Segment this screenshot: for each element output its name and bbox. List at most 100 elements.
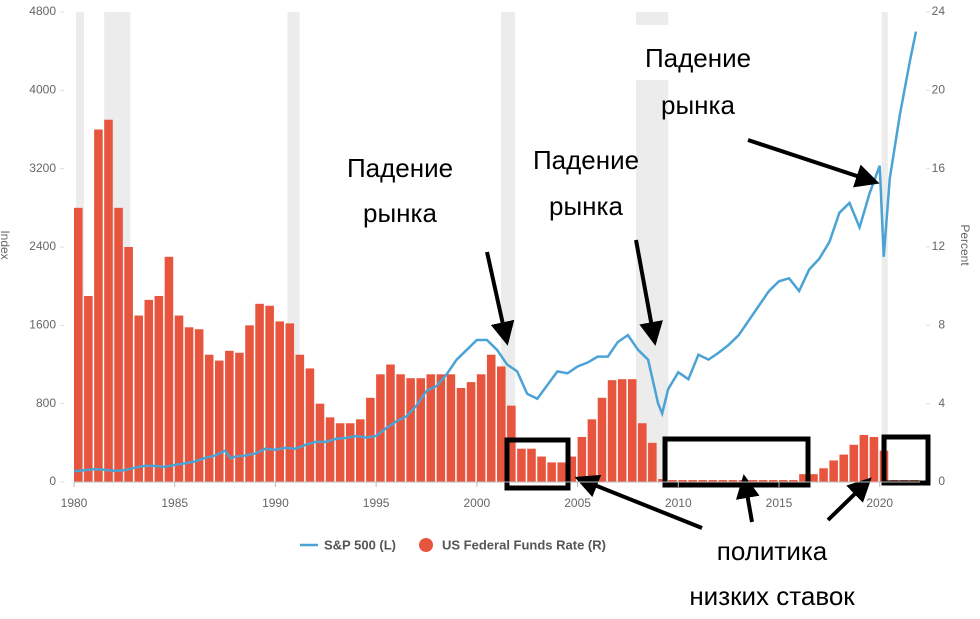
x-tick-label: 1995 — [363, 496, 390, 510]
x-tick-label: 2000 — [464, 496, 491, 510]
y-tick-label: 1600 — [29, 318, 56, 332]
bar — [658, 479, 667, 482]
bar — [607, 380, 617, 482]
bar — [507, 405, 516, 482]
bar — [134, 315, 143, 482]
y-tick-label: 4800 — [29, 4, 56, 18]
y-axis-label: Index — [0, 230, 12, 259]
bar — [235, 352, 244, 482]
bar — [708, 480, 718, 482]
bar — [768, 480, 778, 482]
bar — [94, 129, 103, 482]
bar — [174, 315, 184, 482]
annotation: рынка — [363, 198, 437, 228]
bar — [164, 256, 174, 482]
x-tick-label: 1980 — [61, 496, 88, 510]
bar — [819, 468, 828, 482]
x-tick-label: 2015 — [766, 496, 793, 510]
bar — [265, 305, 274, 482]
arrow — [747, 138, 880, 188]
bar — [758, 480, 768, 482]
arrow — [826, 477, 872, 522]
bar — [114, 207, 123, 483]
bar — [124, 247, 133, 482]
bar — [627, 379, 637, 482]
y-tick-label: 2400 — [29, 239, 56, 253]
arrow — [735, 474, 760, 523]
y-tick-label: 0 — [49, 474, 56, 488]
bar — [567, 456, 577, 482]
x-tick-label: 1985 — [161, 496, 188, 510]
bar — [366, 397, 375, 482]
bar — [305, 368, 315, 482]
bar — [617, 379, 627, 482]
arrow — [634, 239, 663, 346]
bar — [466, 382, 476, 482]
annotation: Падение — [533, 145, 639, 175]
bar — [245, 325, 254, 482]
bar — [406, 378, 415, 482]
bar — [668, 480, 677, 482]
y2-tick-label: 4 — [938, 396, 945, 410]
bar — [688, 480, 697, 482]
bar — [869, 436, 879, 482]
box — [662, 436, 811, 488]
bar — [648, 442, 657, 482]
bar — [295, 354, 305, 482]
bar — [859, 435, 869, 482]
erased-area — [545, 25, 837, 80]
bar — [537, 456, 546, 482]
y2-tick-label: 0 — [938, 474, 945, 488]
bar — [839, 454, 848, 482]
bar — [849, 444, 859, 482]
bar — [517, 448, 526, 482]
bar — [215, 360, 224, 482]
bar — [184, 327, 194, 482]
bar — [345, 423, 355, 482]
box — [504, 437, 571, 491]
legend-label: S&P 500 (L) — [324, 537, 396, 552]
bar — [285, 323, 295, 482]
bar — [446, 374, 456, 482]
bar — [789, 480, 798, 482]
annotation: Падение — [347, 153, 453, 183]
bar — [396, 374, 405, 482]
bar — [809, 474, 818, 482]
bar — [718, 480, 728, 482]
annotation: Падение — [645, 43, 751, 73]
bar — [497, 366, 506, 482]
bar — [547, 462, 556, 482]
bar — [204, 354, 214, 482]
recession-band — [501, 12, 516, 482]
bar — [416, 378, 425, 482]
bar — [436, 374, 446, 482]
bar — [104, 119, 113, 482]
y2-tick-label: 20 — [932, 83, 946, 97]
recession-band — [635, 12, 669, 482]
bar — [638, 423, 647, 482]
x-tick-label: 2010 — [665, 496, 692, 510]
bar — [74, 207, 83, 483]
x-tick-label: 2005 — [564, 496, 591, 510]
bar — [154, 295, 164, 482]
bar — [698, 480, 707, 482]
bar — [356, 419, 365, 482]
bar — [456, 388, 466, 482]
y2-tick-label: 12 — [932, 239, 946, 253]
bar — [486, 354, 496, 482]
y2-tick-label: 8 — [938, 318, 945, 332]
legend-swatch — [419, 538, 434, 552]
bar — [577, 436, 587, 482]
y-tick-label: 4000 — [29, 83, 56, 97]
x-tick-label: 1990 — [262, 496, 289, 510]
bar — [587, 419, 597, 482]
legend-label: US Federal Funds Rate (R) — [442, 537, 606, 552]
bar — [678, 480, 687, 482]
x-tick-label: 2020 — [866, 496, 893, 510]
bar — [386, 364, 395, 482]
bar — [275, 321, 284, 482]
bar — [376, 374, 385, 482]
bar — [779, 480, 788, 482]
y2-axis-label: Percent — [958, 224, 972, 266]
bar — [799, 474, 808, 482]
